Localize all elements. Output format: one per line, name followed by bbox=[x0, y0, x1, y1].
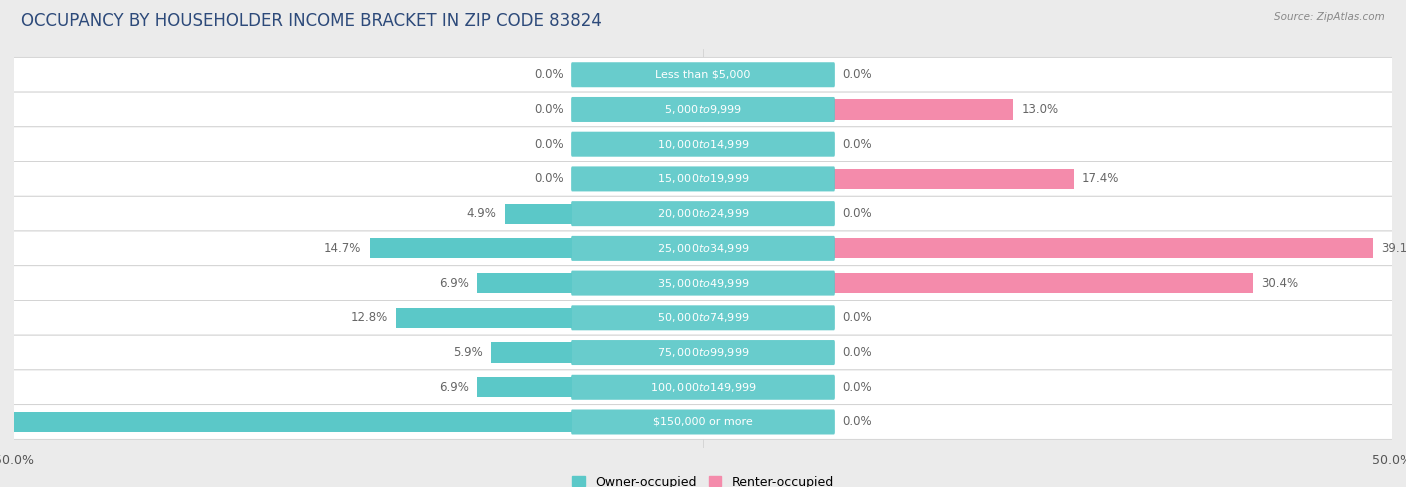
Text: 0.0%: 0.0% bbox=[842, 415, 872, 429]
FancyBboxPatch shape bbox=[7, 231, 1399, 266]
Text: 0.0%: 0.0% bbox=[842, 207, 872, 220]
Text: OCCUPANCY BY HOUSEHOLDER INCOME BRACKET IN ZIP CODE 83824: OCCUPANCY BY HOUSEHOLDER INCOME BRACKET … bbox=[21, 12, 602, 30]
Bar bbox=[395, 308, 572, 328]
Text: $100,000 to $149,999: $100,000 to $149,999 bbox=[650, 381, 756, 394]
Text: $10,000 to $14,999: $10,000 to $14,999 bbox=[657, 138, 749, 150]
Bar bbox=[477, 273, 572, 293]
FancyBboxPatch shape bbox=[571, 271, 835, 296]
Bar bbox=[834, 238, 1372, 259]
FancyBboxPatch shape bbox=[571, 62, 835, 87]
Text: 17.4%: 17.4% bbox=[1083, 172, 1119, 186]
Text: 0.0%: 0.0% bbox=[842, 138, 872, 150]
FancyBboxPatch shape bbox=[7, 57, 1399, 92]
Text: 0.0%: 0.0% bbox=[534, 172, 564, 186]
Text: 14.7%: 14.7% bbox=[323, 242, 361, 255]
Bar bbox=[834, 169, 1074, 189]
Text: 30.4%: 30.4% bbox=[1261, 277, 1298, 290]
Bar bbox=[491, 342, 572, 363]
Text: $150,000 or more: $150,000 or more bbox=[654, 417, 752, 427]
FancyBboxPatch shape bbox=[571, 131, 835, 157]
Bar bbox=[477, 377, 572, 397]
FancyBboxPatch shape bbox=[7, 196, 1399, 231]
FancyBboxPatch shape bbox=[571, 97, 835, 122]
Bar bbox=[834, 99, 1012, 119]
FancyBboxPatch shape bbox=[571, 375, 835, 400]
FancyBboxPatch shape bbox=[571, 201, 835, 226]
FancyBboxPatch shape bbox=[7, 300, 1399, 335]
Bar bbox=[0, 412, 572, 432]
Text: $50,000 to $74,999: $50,000 to $74,999 bbox=[657, 311, 749, 324]
Text: 6.9%: 6.9% bbox=[439, 277, 468, 290]
FancyBboxPatch shape bbox=[7, 266, 1399, 300]
FancyBboxPatch shape bbox=[571, 305, 835, 330]
Text: 13.0%: 13.0% bbox=[1021, 103, 1059, 116]
Text: $20,000 to $24,999: $20,000 to $24,999 bbox=[657, 207, 749, 220]
Text: 6.9%: 6.9% bbox=[439, 381, 468, 394]
Text: $15,000 to $19,999: $15,000 to $19,999 bbox=[657, 172, 749, 186]
Text: Source: ZipAtlas.com: Source: ZipAtlas.com bbox=[1274, 12, 1385, 22]
Text: Less than $5,000: Less than $5,000 bbox=[655, 70, 751, 80]
Text: 0.0%: 0.0% bbox=[842, 68, 872, 81]
Bar bbox=[505, 204, 572, 224]
FancyBboxPatch shape bbox=[7, 335, 1399, 370]
FancyBboxPatch shape bbox=[571, 340, 835, 365]
Text: 0.0%: 0.0% bbox=[534, 138, 564, 150]
Bar bbox=[370, 238, 572, 259]
Text: $5,000 to $9,999: $5,000 to $9,999 bbox=[664, 103, 742, 116]
Text: $25,000 to $34,999: $25,000 to $34,999 bbox=[657, 242, 749, 255]
FancyBboxPatch shape bbox=[7, 370, 1399, 405]
FancyBboxPatch shape bbox=[571, 236, 835, 261]
Text: 0.0%: 0.0% bbox=[534, 103, 564, 116]
FancyBboxPatch shape bbox=[7, 162, 1399, 196]
FancyBboxPatch shape bbox=[7, 405, 1399, 439]
Text: 0.0%: 0.0% bbox=[842, 381, 872, 394]
Text: 5.9%: 5.9% bbox=[453, 346, 482, 359]
FancyBboxPatch shape bbox=[7, 92, 1399, 127]
FancyBboxPatch shape bbox=[571, 167, 835, 191]
Text: 0.0%: 0.0% bbox=[842, 311, 872, 324]
Text: $75,000 to $99,999: $75,000 to $99,999 bbox=[657, 346, 749, 359]
Text: $35,000 to $49,999: $35,000 to $49,999 bbox=[657, 277, 749, 290]
FancyBboxPatch shape bbox=[571, 410, 835, 434]
Text: 4.9%: 4.9% bbox=[467, 207, 496, 220]
Text: 0.0%: 0.0% bbox=[842, 346, 872, 359]
FancyBboxPatch shape bbox=[7, 127, 1399, 162]
Bar bbox=[834, 273, 1253, 293]
Legend: Owner-occupied, Renter-occupied: Owner-occupied, Renter-occupied bbox=[568, 471, 838, 487]
Text: 39.1%: 39.1% bbox=[1381, 242, 1406, 255]
Text: 12.8%: 12.8% bbox=[350, 311, 388, 324]
Text: 0.0%: 0.0% bbox=[534, 68, 564, 81]
